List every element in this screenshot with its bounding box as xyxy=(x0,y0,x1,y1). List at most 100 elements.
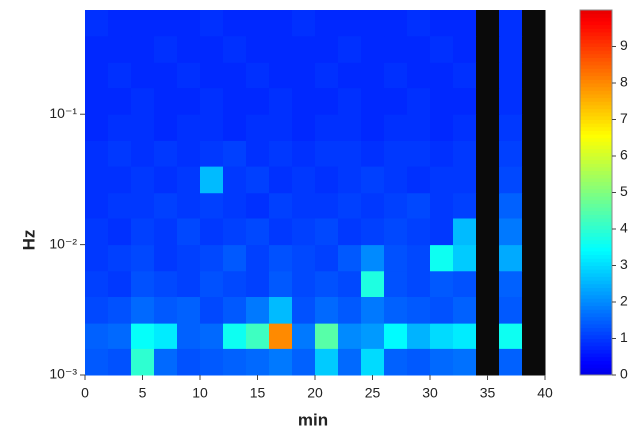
heatmap-cell xyxy=(453,10,477,37)
heatmap-cell xyxy=(522,62,546,89)
heatmap-cell xyxy=(131,87,155,115)
heatmap-cell xyxy=(315,348,339,376)
colorbar-segment xyxy=(580,170,612,175)
colorbar-segment xyxy=(580,258,612,263)
heatmap-cell xyxy=(200,87,224,115)
colorbar-segment xyxy=(580,287,612,292)
heatmap-cell xyxy=(361,10,385,37)
heatmap-cell xyxy=(200,62,224,89)
heatmap-cell xyxy=(108,348,132,376)
heatmap-cell xyxy=(453,140,477,167)
heatmap-cell xyxy=(407,323,431,349)
x-tick-label: 25 xyxy=(365,385,381,401)
heatmap-cell xyxy=(315,62,339,89)
heatmap-cell xyxy=(499,10,523,37)
colorbar-segment xyxy=(580,283,612,288)
heatmap-cell xyxy=(200,217,224,246)
heatmap-cell xyxy=(269,270,293,297)
heatmap-cell xyxy=(338,62,362,89)
heatmap-cell xyxy=(292,166,316,194)
heatmap-cell xyxy=(292,62,316,89)
colorbar-segment xyxy=(580,261,612,266)
heatmap-cell xyxy=(200,10,224,37)
heatmap-cell xyxy=(499,244,523,272)
colorbar-segment xyxy=(580,53,612,58)
heatmap-cell xyxy=(476,114,500,141)
heatmap-cell xyxy=(154,270,178,297)
colorbar-segment xyxy=(580,83,612,88)
heatmap-cell xyxy=(177,323,201,349)
heatmap-cell xyxy=(476,323,500,349)
colorbar-segment xyxy=(580,163,612,168)
heatmap-cell xyxy=(269,323,293,349)
heatmap-cell xyxy=(430,114,454,141)
heatmap-cell xyxy=(177,166,201,194)
heatmap-cell xyxy=(269,140,293,167)
heatmap-cell xyxy=(269,114,293,141)
heatmap-cell xyxy=(430,35,454,63)
heatmap-cell xyxy=(453,192,477,219)
heatmap-cell xyxy=(269,87,293,115)
heatmap-cell xyxy=(361,87,385,115)
heatmap-cell xyxy=(476,244,500,272)
colorbar-segment xyxy=(580,232,612,237)
heatmap-cell xyxy=(292,10,316,37)
heatmap-cell xyxy=(315,296,339,324)
heatmap-cell xyxy=(522,348,546,376)
colorbar-segment xyxy=(580,188,612,193)
colorbar-segment xyxy=(580,338,612,343)
heatmap-cell xyxy=(292,296,316,324)
heatmap-cell xyxy=(361,270,385,297)
colorbar-segment xyxy=(580,214,612,219)
heatmap-cell xyxy=(338,87,362,115)
heatmap-cell xyxy=(246,114,270,141)
heatmap-cell xyxy=(476,87,500,115)
heatmap-cell xyxy=(338,114,362,141)
heatmap-cell xyxy=(269,348,293,376)
heatmap-cell xyxy=(384,192,408,219)
heatmap-cell xyxy=(453,244,477,272)
heatmap-cell xyxy=(85,62,109,89)
heatmap-cell xyxy=(407,166,431,194)
heatmap-cell xyxy=(85,35,109,63)
heatmap-cell xyxy=(200,192,224,219)
heatmap-cell xyxy=(499,296,523,324)
heatmap-cell xyxy=(407,62,431,89)
x-tick-label: 0 xyxy=(81,385,89,401)
colorbar-segment xyxy=(580,353,612,358)
heatmap-cell xyxy=(338,35,362,63)
y-axis-title: Hz xyxy=(19,230,38,251)
heatmap-cell xyxy=(131,62,155,89)
colorbar-segment xyxy=(580,323,612,329)
heatmap-cell xyxy=(154,62,178,89)
colorbar-segment xyxy=(580,229,612,234)
y-tick-label: 10⁻¹ xyxy=(49,105,77,121)
colorbar-segment xyxy=(580,225,612,230)
heatmap-cell xyxy=(85,192,109,219)
heatmap-cell xyxy=(384,166,408,194)
heatmap-cell xyxy=(292,114,316,141)
colorbar-segment xyxy=(580,309,612,314)
heatmap-cell xyxy=(131,166,155,194)
heatmap-cell xyxy=(223,323,247,349)
heatmap-cell xyxy=(131,217,155,246)
heatmap-cell xyxy=(384,35,408,63)
heatmap-cell xyxy=(108,296,132,324)
heatmap-cell xyxy=(522,35,546,63)
colorbar-segment xyxy=(580,17,612,22)
heatmap-cell xyxy=(223,140,247,167)
x-tick-label: 20 xyxy=(307,385,323,401)
heatmap-cell xyxy=(315,87,339,115)
colorbar-segment xyxy=(580,196,612,201)
colorbar-segment xyxy=(580,174,612,179)
heatmap-cell xyxy=(200,323,224,349)
heatmap-cell xyxy=(292,244,316,272)
colorbar-segment xyxy=(580,221,612,226)
heatmap-cell xyxy=(246,270,270,297)
heatmap-cell xyxy=(430,244,454,272)
colorbar-segment xyxy=(580,239,612,245)
heatmap-cell xyxy=(384,87,408,115)
colorbar-segment xyxy=(580,97,612,102)
heatmap-cell xyxy=(292,87,316,115)
colorbar-segment xyxy=(580,64,612,69)
